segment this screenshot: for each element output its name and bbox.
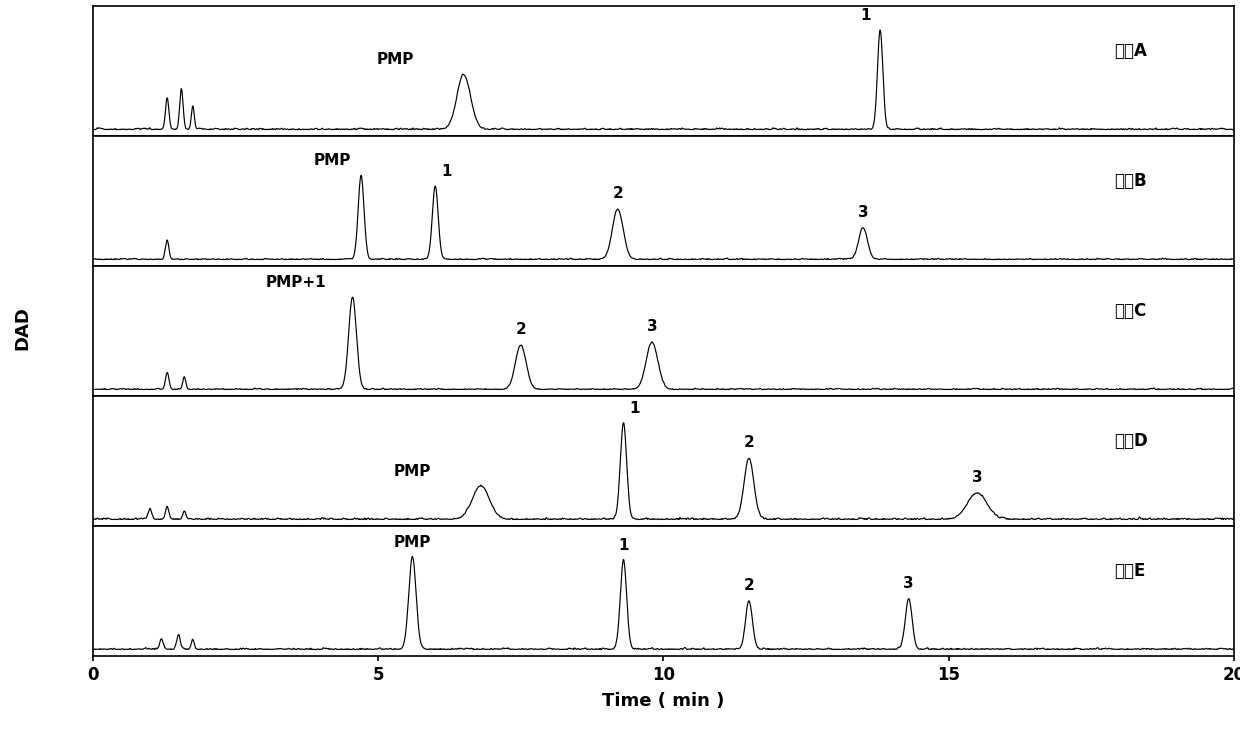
- Text: DAD: DAD: [14, 306, 31, 350]
- Text: 梯度D: 梯度D: [1114, 432, 1148, 451]
- Text: 2: 2: [744, 578, 754, 593]
- Text: 1: 1: [861, 7, 872, 23]
- Text: 2: 2: [744, 436, 754, 451]
- Text: 梯度E: 梯度E: [1114, 562, 1146, 580]
- Text: 3: 3: [858, 205, 868, 220]
- Text: 3: 3: [647, 319, 657, 334]
- Text: PMP: PMP: [377, 52, 414, 67]
- Text: 2: 2: [613, 186, 624, 201]
- Text: 1: 1: [441, 164, 451, 179]
- Text: PMP: PMP: [394, 464, 432, 479]
- Text: 梯度B: 梯度B: [1114, 173, 1147, 190]
- Text: 梯度A: 梯度A: [1114, 42, 1147, 61]
- Text: 梯度C: 梯度C: [1114, 302, 1146, 320]
- Text: 3: 3: [904, 576, 914, 591]
- Text: 3: 3: [972, 470, 982, 485]
- X-axis label: Time ( min ): Time ( min ): [603, 692, 724, 710]
- Text: 2: 2: [516, 322, 526, 337]
- Text: PMP: PMP: [314, 153, 351, 168]
- Text: PMP+1: PMP+1: [265, 275, 326, 290]
- Text: 1: 1: [619, 538, 629, 553]
- Text: PMP: PMP: [394, 535, 432, 550]
- Text: 1: 1: [630, 401, 640, 416]
